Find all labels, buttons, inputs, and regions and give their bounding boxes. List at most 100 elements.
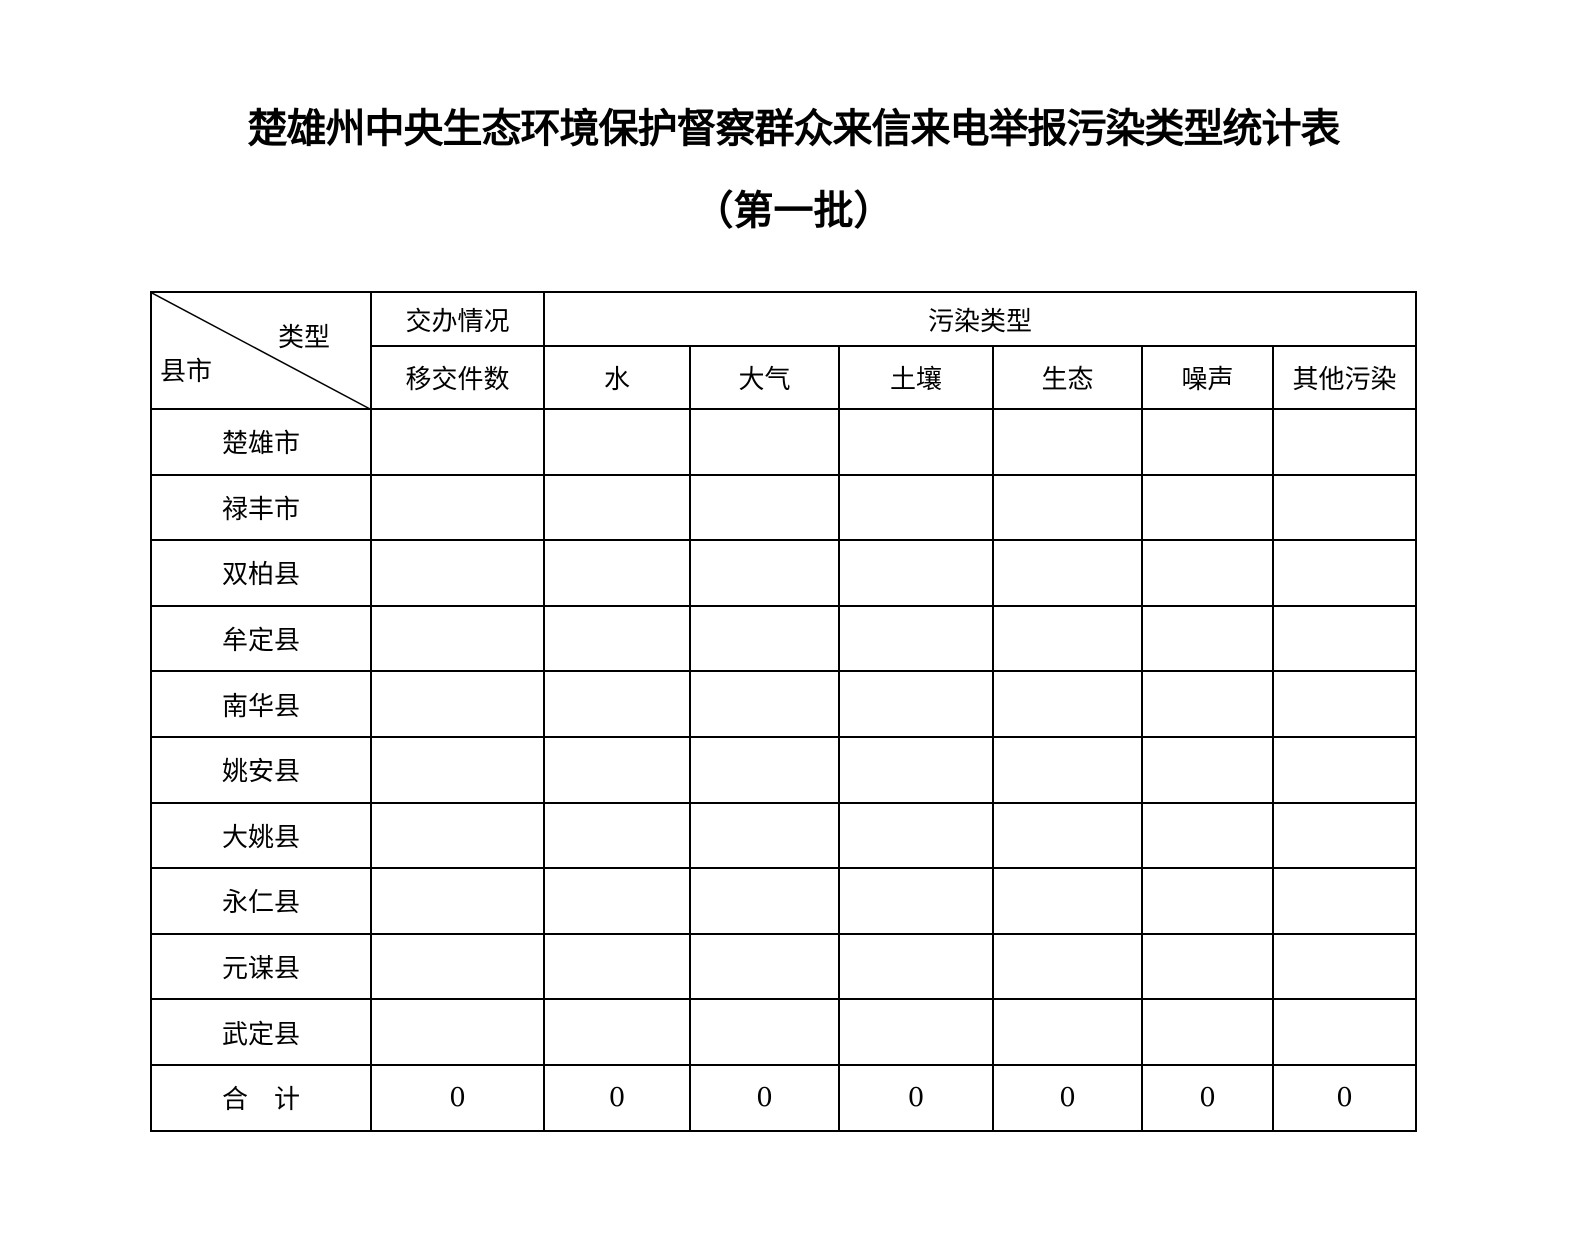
row-county-name: 合 计 — [150, 1063, 372, 1132]
corner-header-cell: 类型 县市 — [150, 291, 372, 410]
table-row: 永仁县 — [150, 867, 1417, 935]
value-cell — [992, 408, 1143, 476]
value-cell — [689, 604, 840, 673]
column-header: 噪声 — [1141, 345, 1274, 410]
table-row: 大姚县 — [150, 801, 1417, 870]
value-cell — [689, 473, 840, 542]
value-cell — [838, 998, 994, 1066]
value-cell — [689, 932, 840, 1001]
row-county-name: 南华县 — [150, 670, 372, 738]
value-cell: 0 — [838, 1063, 994, 1132]
column-header: 大气 — [689, 345, 840, 410]
value-cell — [689, 998, 840, 1066]
value-cell — [1272, 670, 1417, 738]
value-cell — [992, 473, 1143, 542]
value-cell — [992, 867, 1143, 935]
value-cell: 0 — [689, 1063, 840, 1132]
value-cell — [1141, 604, 1274, 673]
table-row: 禄丰市 — [150, 473, 1417, 542]
value-cell — [992, 735, 1143, 804]
table-row: 牟定县 — [150, 604, 1417, 673]
value-cell: 0 — [370, 1063, 545, 1132]
value-cell — [1272, 539, 1417, 607]
value-cell — [1141, 670, 1274, 738]
value-cell — [543, 670, 691, 738]
value-cell — [1141, 735, 1274, 804]
value-cell — [1272, 932, 1417, 1001]
row-county-name: 禄丰市 — [150, 473, 372, 542]
row-county-name: 双柏县 — [150, 539, 372, 607]
value-cell — [838, 932, 994, 1001]
value-cell — [370, 539, 545, 607]
row-county-name: 姚安县 — [150, 735, 372, 804]
value-cell — [992, 670, 1143, 738]
column-header: 土壤 — [838, 345, 994, 410]
value-cell — [370, 670, 545, 738]
value-cell — [838, 670, 994, 738]
value-cell — [1272, 604, 1417, 673]
value-cell — [992, 998, 1143, 1066]
page-subtitle: （第一批） — [693, 188, 894, 234]
row-county-name: 大姚县 — [150, 801, 372, 870]
value-cell — [689, 408, 840, 476]
value-cell — [543, 473, 691, 542]
value-cell — [370, 932, 545, 1001]
column-header: 其他污染 — [1272, 345, 1417, 410]
row-county-name: 元谋县 — [150, 932, 372, 1001]
value-cell — [543, 932, 691, 1001]
value-cell — [689, 801, 840, 870]
column-header: 水 — [543, 345, 691, 410]
table-row: 武定县 — [150, 998, 1417, 1066]
value-cell — [543, 604, 691, 673]
value-cell — [1141, 998, 1274, 1066]
value-cell — [370, 801, 545, 870]
value-cell: 0 — [1141, 1063, 1274, 1132]
value-cell — [838, 801, 994, 870]
value-cell — [689, 735, 840, 804]
table-row: 姚安县 — [150, 735, 1417, 804]
value-cell — [1141, 408, 1274, 476]
table-row: 楚雄市 — [150, 408, 1417, 476]
value-cell — [1141, 932, 1274, 1001]
value-cell: 0 — [992, 1063, 1143, 1132]
statistics-table: 类型 县市 交办情况 污染类型 移交件数水大气 土壤 生态 噪声 其他污染 楚雄市 禄丰市… — [150, 291, 1417, 1132]
table-row: 双柏县 — [150, 539, 1417, 607]
value-cell — [370, 735, 545, 804]
header-assign-group: 交办情况 — [370, 291, 545, 347]
value-cell — [838, 867, 994, 935]
value-cell — [1272, 998, 1417, 1066]
value-cell — [370, 998, 545, 1066]
value-cell — [689, 867, 840, 935]
value-cell — [838, 539, 994, 607]
value-cell — [1141, 539, 1274, 607]
header-pollution-group: 污染类型 — [543, 291, 1417, 347]
value-cell — [992, 539, 1143, 607]
value-cell — [1272, 735, 1417, 804]
value-cell — [543, 998, 691, 1066]
value-cell — [838, 604, 994, 673]
value-cell — [1272, 473, 1417, 542]
value-cell — [838, 473, 994, 542]
table-row: 元谋县 — [150, 932, 1417, 1001]
value-cell — [370, 408, 545, 476]
value-cell — [370, 867, 545, 935]
value-cell — [838, 408, 994, 476]
value-cell — [543, 735, 691, 804]
diagonal-line — [152, 293, 371, 410]
value-cell — [1141, 473, 1274, 542]
value-cell — [992, 932, 1143, 1001]
value-cell — [992, 604, 1143, 673]
corner-type-label: 类型 — [277, 323, 330, 353]
column-header: 移交件数 — [370, 345, 545, 410]
value-cell — [689, 539, 840, 607]
value-cell — [543, 801, 691, 870]
value-cell — [370, 473, 545, 542]
value-cell — [838, 735, 994, 804]
value-cell — [1141, 801, 1274, 870]
value-cell — [543, 408, 691, 476]
value-cell: 0 — [543, 1063, 691, 1132]
value-cell — [992, 801, 1143, 870]
value-cell — [1272, 867, 1417, 935]
value-cell — [543, 867, 691, 935]
